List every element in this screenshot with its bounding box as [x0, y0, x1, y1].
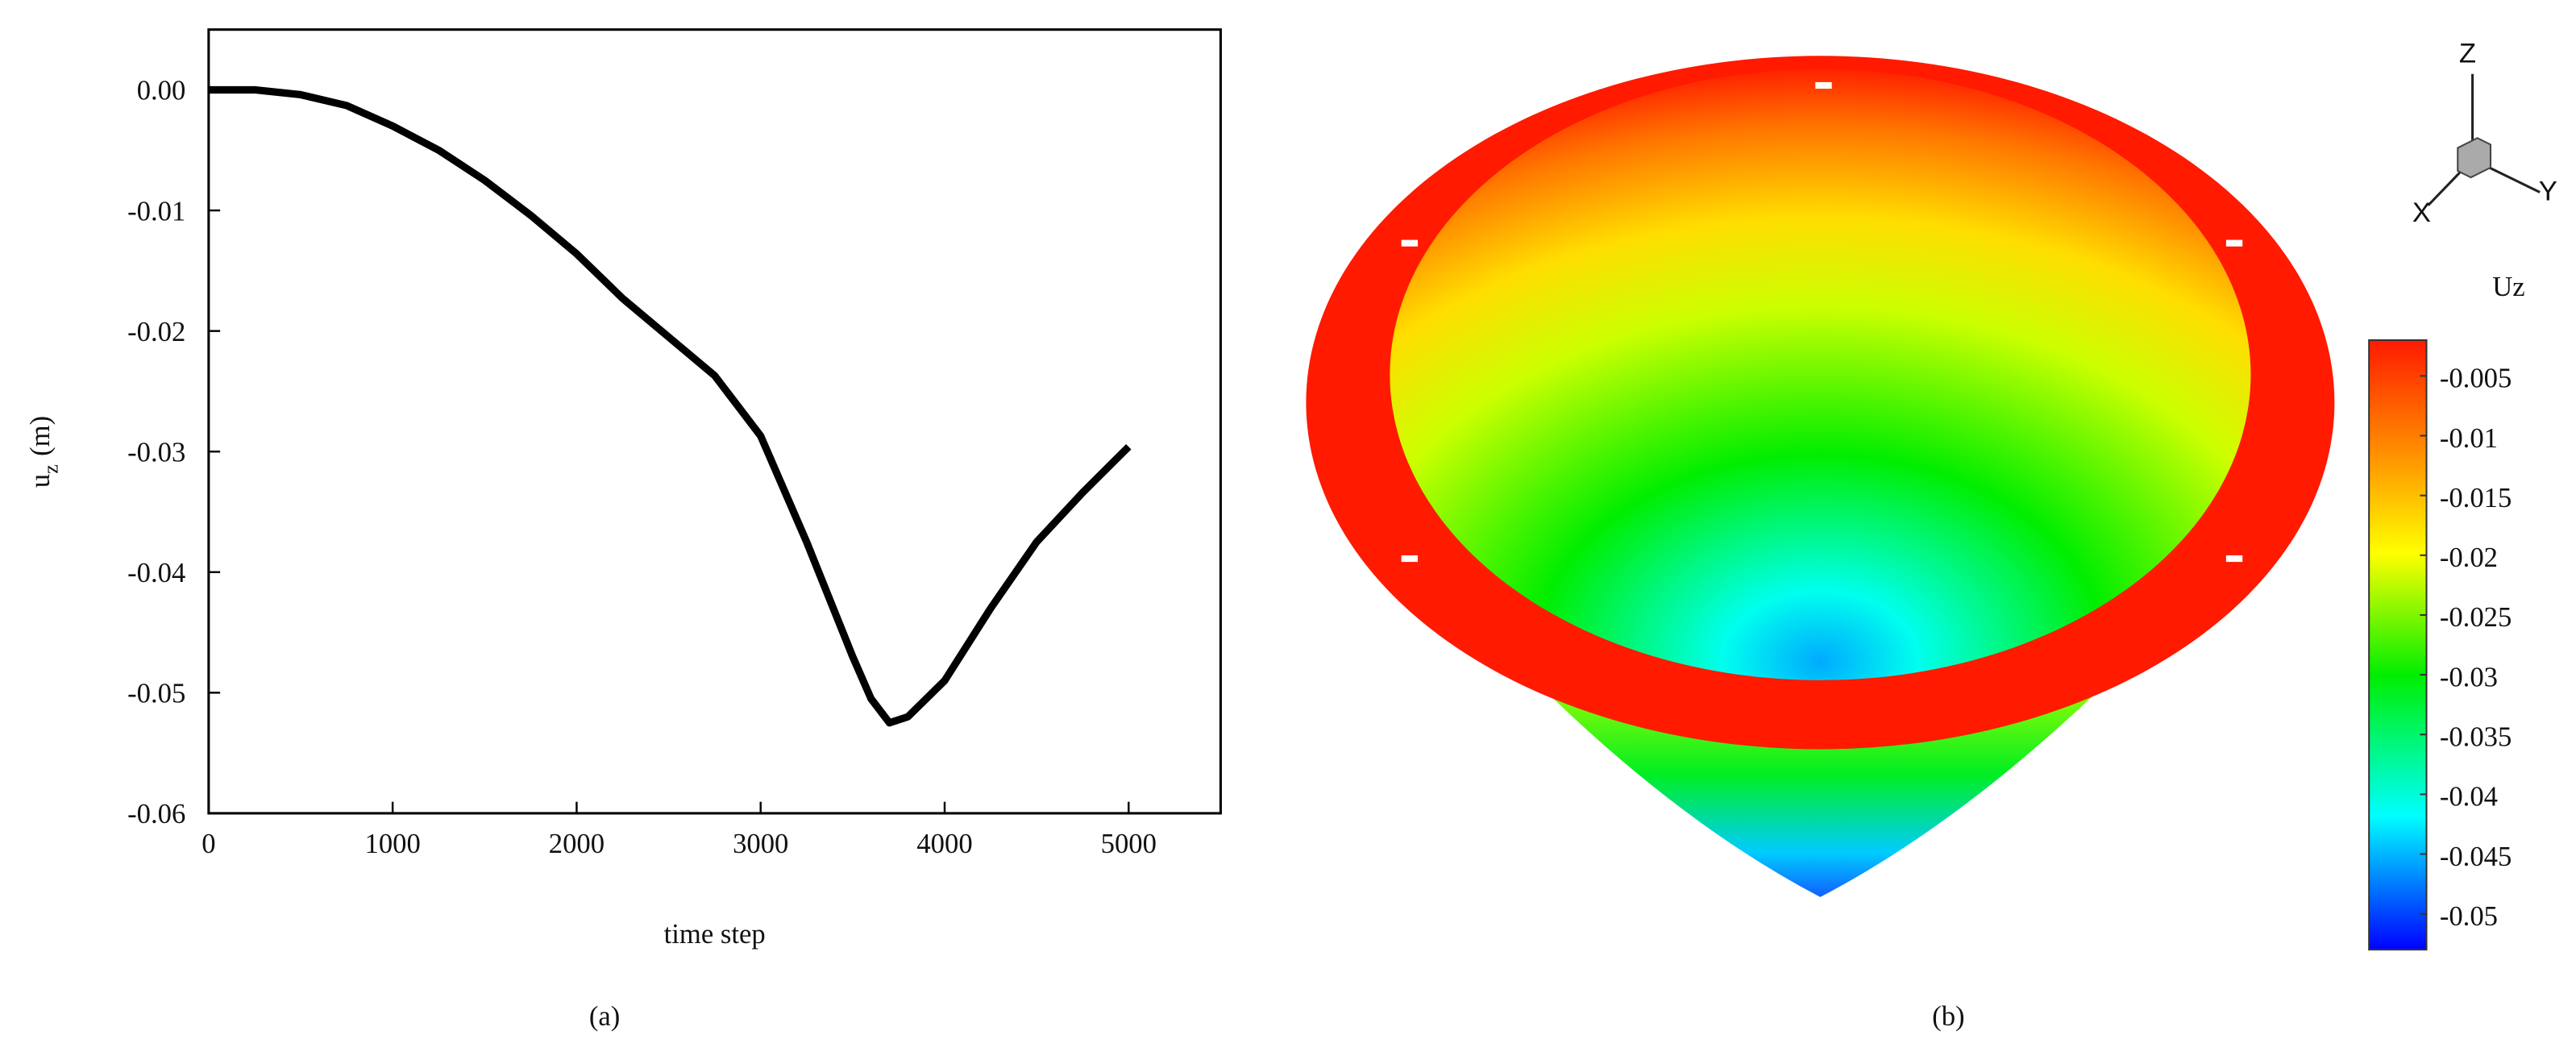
- x-tick-label: 0: [202, 829, 215, 859]
- y-tick-label: -0.01: [127, 196, 185, 227]
- y-tick-label: -0.05: [127, 679, 185, 709]
- bowl: [1390, 69, 2251, 680]
- colorbar-tick-label: -0.015: [2440, 483, 2512, 513]
- bolt-hole: [2225, 239, 2243, 247]
- triad-label: Z: [2459, 38, 2476, 69]
- data-line: [208, 85, 1132, 727]
- y-axis-label-main: u: [25, 474, 56, 488]
- x-tick-label: 2000: [549, 829, 605, 859]
- colorbar-tick-label: -0.02: [2440, 542, 2498, 573]
- bolt-hole: [2225, 555, 2243, 563]
- colorbar-tick-label: -0.035: [2440, 722, 2512, 753]
- y-tick-label: -0.03: [127, 437, 185, 468]
- y-axis-label-sub: z: [38, 464, 62, 474]
- colorbar-tick-label: -0.005: [2440, 364, 2512, 394]
- plot-frame: [207, 28, 1222, 815]
- panel-label: (a): [589, 1001, 620, 1032]
- triad-label: X: [2412, 197, 2431, 228]
- x-tick-label: 4000: [916, 829, 972, 859]
- x-tick-label: 1000: [365, 829, 421, 859]
- colorbar: [2368, 339, 2428, 951]
- x-tick-label: 5000: [1101, 829, 1157, 859]
- y-tick-label: 0.00: [137, 76, 186, 106]
- colorbar-title: Uz: [2492, 272, 2524, 302]
- y-axis-label-unit: (m): [25, 416, 56, 456]
- bolt-hole: [1401, 555, 1419, 563]
- y-tick-label: -0.04: [127, 558, 185, 588]
- triad-label: Y: [2539, 177, 2557, 207]
- panel-label: (b): [1932, 1001, 1964, 1032]
- bolt-hole: [1401, 239, 1419, 247]
- y-tick-label: -0.06: [127, 799, 185, 829]
- colorbar-tick-label: -0.01: [2440, 423, 2498, 454]
- colorbar-tick-label: -0.025: [2440, 602, 2512, 633]
- y-axis-label: uz (m): [25, 416, 62, 488]
- colorbar-tick-label: -0.03: [2440, 662, 2498, 692]
- colorbar-tick-label: -0.05: [2440, 901, 2498, 932]
- colorbar-tick-label: -0.04: [2440, 782, 2498, 813]
- y-tick-label: -0.02: [127, 317, 185, 347]
- x-tick-label: 3000: [733, 829, 788, 859]
- bolt-hole: [1815, 81, 1832, 89]
- x-axis-label: time step: [664, 919, 766, 950]
- colorbar-tick-label: -0.045: [2440, 842, 2512, 872]
- triad-cube: [2457, 137, 2492, 179]
